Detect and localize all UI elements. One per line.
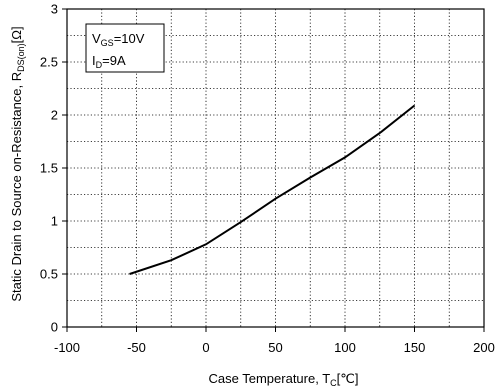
x-axis-label-main: Case Temperature, T (209, 371, 331, 386)
legend-vgs: VGS=10V (92, 31, 145, 48)
legend-vgs-main: V (92, 31, 101, 46)
legend-id-main: I (92, 53, 96, 68)
y-axis-label-main: Static Drain to Source on-Resistance, R (9, 72, 24, 302)
x-axis-label: Case Temperature, TC[℃] (209, 371, 359, 388)
x-tick-label-5: 150 (404, 340, 426, 355)
y-tick-label-0: 0 (51, 320, 58, 335)
x-tick-label-6: 200 (473, 340, 495, 355)
x-axis-label-sub: C (330, 378, 337, 388)
grid (67, 9, 484, 327)
x-tick-label-4: 100 (334, 340, 356, 355)
y-axis-label-sub: DS(on) (16, 43, 26, 72)
y-tick-label-6: 3 (51, 2, 58, 17)
x-tick-label-0: -100 (54, 340, 80, 355)
y-tick-label-3: 1.5 (40, 161, 58, 176)
y-tick-label-5: 2.5 (40, 55, 58, 70)
legend-id: ID=9A (92, 53, 126, 70)
x-tick-label-1: -50 (127, 340, 146, 355)
y-axis-label-unit: [Ω] (9, 26, 24, 43)
legend-vgs-value: =10V (114, 31, 145, 46)
legend-id-sub: D (96, 60, 103, 70)
legend-id-value: =9A (102, 53, 126, 68)
y-tick-label-1: 0.5 (40, 267, 58, 282)
y-tick-label-4: 2 (51, 108, 58, 123)
x-tick-label-2: 0 (202, 340, 209, 355)
legend-box-frame (85, 23, 165, 73)
x-axis-label-unit: [℃] (337, 371, 359, 386)
legend-box: VGS=10V ID=9A (85, 23, 165, 73)
x-tick-label-3: 50 (268, 340, 282, 355)
y-axis-ticks: 0 0.5 1 1.5 2 2.5 3 (40, 2, 67, 335)
legend-vgs-sub: GS (101, 38, 114, 48)
series-line (129, 104, 416, 275)
y-axis-label: Static Drain to Source on-Resistance, RD… (9, 26, 26, 301)
x-axis-ticks: -100 -50 0 50 100 150 200 (54, 327, 495, 355)
y-tick-label-2: 1 (51, 214, 58, 229)
